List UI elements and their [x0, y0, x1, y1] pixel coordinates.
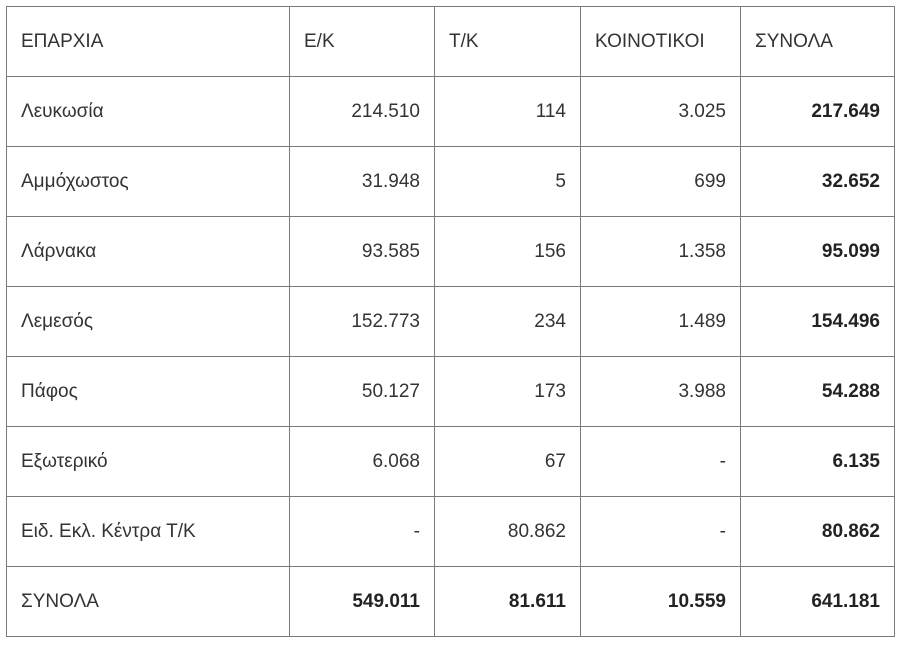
header-district: ΕΠΑΡΧΙΑ [6, 6, 290, 77]
header-row: ΕΠΑΡΧΙΑ Ε/Κ Τ/Κ ΚΟΙΝΟΤΙΚΟΙ ΣΥΝΟΛΑ [6, 6, 895, 77]
row-district: Λευκωσία [6, 76, 290, 147]
row-district: Λάρνακα [6, 216, 290, 287]
row-total: 95.099 [740, 216, 895, 287]
row-total: 154.496 [740, 286, 895, 357]
row-total: 80.862 [740, 496, 895, 567]
row-total: 32.652 [740, 146, 895, 217]
row-tc: 156 [434, 216, 581, 287]
row-gc: 6.068 [289, 426, 435, 497]
row-district: Πάφος [6, 356, 290, 427]
row-eu: 1.358 [580, 216, 741, 287]
table-row: Εξωτερικό 6.068 67 - 6.135 [6, 426, 895, 497]
header-gc: Ε/Κ [289, 6, 435, 77]
row-gc: - [289, 496, 435, 567]
electorate-table: ΕΠΑΡΧΙΑ Ε/Κ Τ/Κ ΚΟΙΝΟΤΙΚΟΙ ΣΥΝΟΛΑ Λευκωσ… [6, 6, 895, 637]
row-eu: 1.489 [580, 286, 741, 357]
row-district: Ειδ. Εκλ. Κέντρα Τ/Κ [6, 496, 290, 567]
row-tc: 80.862 [434, 496, 581, 567]
table-row: Λεμεσός 152.773 234 1.489 154.496 [6, 286, 895, 357]
row-total: 54.288 [740, 356, 895, 427]
totals-row: ΣΥΝΟΛΑ 549.011 81.611 10.559 641.181 [6, 566, 895, 637]
row-eu: - [580, 426, 741, 497]
header-eu: ΚΟΙΝΟΤΙΚΟΙ [580, 6, 741, 77]
row-gc: 152.773 [289, 286, 435, 357]
row-gc: 31.948 [289, 146, 435, 217]
row-tc: 114 [434, 76, 581, 147]
row-gc: 93.585 [289, 216, 435, 287]
header-tc: Τ/Κ [434, 6, 581, 77]
totals-gc: 549.011 [289, 566, 435, 637]
row-gc: 50.127 [289, 356, 435, 427]
row-district: Αμμόχωστος [6, 146, 290, 217]
table-row: Πάφος 50.127 173 3.988 54.288 [6, 356, 895, 427]
totals-tc: 81.611 [434, 566, 581, 637]
row-tc: 5 [434, 146, 581, 217]
row-total: 217.649 [740, 76, 895, 147]
row-district: Λεμεσός [6, 286, 290, 357]
row-tc: 67 [434, 426, 581, 497]
table-row: Λάρνακα 93.585 156 1.358 95.099 [6, 216, 895, 287]
table-row: Λευκωσία 214.510 114 3.025 217.649 [6, 76, 895, 147]
row-eu: 3.988 [580, 356, 741, 427]
row-total: 6.135 [740, 426, 895, 497]
row-gc: 214.510 [289, 76, 435, 147]
row-tc: 234 [434, 286, 581, 357]
totals-total: 641.181 [740, 566, 895, 637]
table-row: Ειδ. Εκλ. Κέντρα Τ/Κ - 80.862 - 80.862 [6, 496, 895, 567]
table-row: Αμμόχωστος 31.948 5 699 32.652 [6, 146, 895, 217]
row-eu: 3.025 [580, 76, 741, 147]
row-eu: 699 [580, 146, 741, 217]
totals-eu: 10.559 [580, 566, 741, 637]
row-district: Εξωτερικό [6, 426, 290, 497]
row-tc: 173 [434, 356, 581, 427]
header-total: ΣΥΝΟΛΑ [740, 6, 895, 77]
totals-label: ΣΥΝΟΛΑ [6, 566, 290, 637]
row-eu: - [580, 496, 741, 567]
